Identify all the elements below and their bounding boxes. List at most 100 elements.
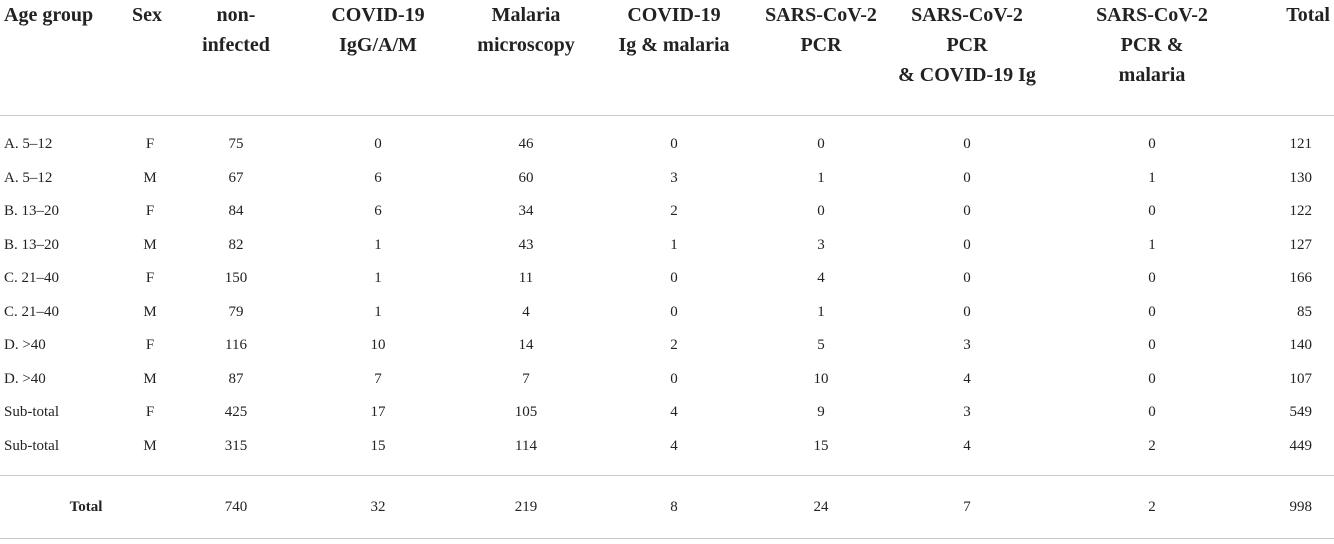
cell-sars-pcr: 0 <box>817 203 825 220</box>
cell-sex: M <box>143 169 157 186</box>
table-row: A. 5–12 M 67 6 60 3 1 0 1 130 <box>0 162 1334 196</box>
cell-malaria-microscopy: 14 <box>518 337 534 354</box>
cell-sars-pcr-covid-ig: 4 <box>963 437 971 454</box>
cell-covid-ig: 1 <box>374 236 382 253</box>
total-cell: 24 <box>752 475 890 539</box>
cell-covid-ig-malaria: 0 <box>670 303 678 320</box>
header-row: Age group Sex non- infected COVID-19 IgG… <box>0 0 1334 116</box>
total-cell: 740 <box>172 475 300 539</box>
header-malaria-microscopy: Malaria microscopy <box>456 0 596 116</box>
total-cell: 7 <box>890 475 1044 539</box>
table-body: A. 5–12 F 75 0 46 0 0 0 0 121 A. 5–12 M 67 6 60 3 1 0 1 130… <box>0 116 1334 476</box>
cell-sex: F <box>145 136 155 153</box>
table-footer: Total 740 32 219 8 24 7 2 998 <box>0 475 1334 539</box>
cell-covid-ig: 7 <box>374 370 382 387</box>
cell-sars-pcr-malaria: 0 <box>1148 270 1156 287</box>
cell-malaria-microscopy: 11 <box>518 270 534 287</box>
cell-sars-pcr: 15 <box>813 437 829 454</box>
cell-malaria-microscopy: 43 <box>518 236 534 253</box>
cell-sars-pcr-covid-ig: 0 <box>963 169 971 186</box>
cell-covid-ig-malaria: 0 <box>670 270 678 287</box>
cell-sars-pcr: 4 <box>817 270 825 287</box>
header-sars-pcr-malaria: SARS-CoV-2 PCR & malaria <box>1044 0 1260 116</box>
cell-sars-pcr: 1 <box>817 303 825 320</box>
total-cell: 32 <box>300 475 456 539</box>
cell-covid-ig-malaria: 4 <box>670 404 678 421</box>
total-cell: 8 <box>596 475 752 539</box>
cell-total: 130 <box>1289 169 1313 186</box>
header-total: Total <box>1260 0 1334 116</box>
header-sars-pcr: SARS-CoV-2 PCR <box>752 0 890 116</box>
cell-sars-pcr: 9 <box>817 404 825 421</box>
cell-age-group: D. >40 <box>4 370 46 387</box>
table-row: B. 13–20 M 82 1 43 1 3 0 1 127 <box>0 229 1334 263</box>
cell-sars-pcr-covid-ig: 0 <box>963 136 971 153</box>
cell-sex: F <box>145 337 155 354</box>
cell-sex: F <box>145 270 155 287</box>
cell-sars-pcr-covid-ig: 0 <box>963 303 971 320</box>
table-row: A. 5–12 F 75 0 46 0 0 0 0 121 <box>0 128 1334 162</box>
cell-covid-ig: 15 <box>370 437 386 454</box>
cell-sex: M <box>143 370 157 387</box>
total-cell: 219 <box>456 475 596 539</box>
total-row: Total 740 32 219 8 24 7 2 998 <box>0 475 1334 539</box>
cell-sex: F <box>145 404 155 421</box>
cell-malaria-microscopy: 7 <box>522 370 530 387</box>
cell-covid-ig-malaria: 2 <box>670 203 678 220</box>
cell-non-infected: 87 <box>228 370 244 387</box>
total-label: Total <box>0 475 172 539</box>
cell-age-group: Sub-total <box>4 437 59 454</box>
table-row: D. >40 M 87 7 7 0 10 4 0 107 <box>0 363 1334 397</box>
header-non-infected: non- infected <box>172 0 300 116</box>
cell-sars-pcr-malaria: 1 <box>1148 236 1156 253</box>
header-covid-ig-malaria: COVID-19 Ig & malaria <box>596 0 752 116</box>
cell-malaria-microscopy: 4 <box>522 303 530 320</box>
cell-covid-ig: 10 <box>370 337 386 354</box>
cell-sars-pcr-covid-ig: 0 <box>963 203 971 220</box>
cell-covid-ig: 6 <box>374 169 382 186</box>
table-row: C. 21–40 F 150 1 11 0 4 0 0 166 <box>0 262 1334 296</box>
cell-sars-pcr: 3 <box>817 236 825 253</box>
cell-non-infected: 84 <box>228 203 244 220</box>
spacer-cell <box>0 463 1334 476</box>
table-header: Age group Sex non- infected COVID-19 IgG… <box>0 0 1334 116</box>
cell-sars-pcr-malaria: 0 <box>1148 337 1156 354</box>
cell-malaria-microscopy: 34 <box>518 203 534 220</box>
cell-sars-pcr: 1 <box>817 169 825 186</box>
cell-covid-ig-malaria: 1 <box>670 236 678 253</box>
header-covid-ig: COVID-19 IgG/A/M <box>300 0 456 116</box>
cell-age-group: A. 5–12 <box>4 169 53 186</box>
cell-sars-pcr-covid-ig: 4 <box>963 370 971 387</box>
cell-covid-ig: 0 <box>374 136 382 153</box>
table-row: C. 21–40 M 79 1 4 0 1 0 0 85 <box>0 296 1334 330</box>
cell-non-infected: 82 <box>228 236 244 253</box>
cell-sex: M <box>143 236 157 253</box>
cell-non-infected: 150 <box>224 270 248 287</box>
cell-sars-pcr-covid-ig: 0 <box>963 236 971 253</box>
cell-non-infected: 79 <box>228 303 244 320</box>
cell-sars-pcr-malaria: 0 <box>1148 404 1156 421</box>
cell-age-group: B. 13–20 <box>4 236 60 253</box>
cell-sars-pcr-covid-ig: 3 <box>963 337 971 354</box>
table-row: B. 13–20 F 84 6 34 2 0 0 0 122 <box>0 195 1334 229</box>
header-age-group: Age group <box>0 0 128 116</box>
total-cell: 998 <box>1260 475 1334 539</box>
cell-covid-ig: 17 <box>370 404 386 421</box>
cell-age-group: B. 13–20 <box>4 203 60 220</box>
cell-covid-ig-malaria: 0 <box>670 370 678 387</box>
table-row: Sub-total F 425 17 105 4 9 3 0 549 <box>0 396 1334 430</box>
table-row: Sub-total M 315 15 114 4 15 4 2 449 <box>0 430 1334 464</box>
cell-covid-ig-malaria: 0 <box>670 136 678 153</box>
cell-total: 449 <box>1289 437 1313 454</box>
cell-covid-ig: 6 <box>374 203 382 220</box>
header-sex: Sex <box>128 0 172 116</box>
cell-malaria-microscopy: 105 <box>514 404 538 421</box>
cell-non-infected: 75 <box>228 136 244 153</box>
total-cell: 2 <box>1044 475 1260 539</box>
cell-sars-pcr: 10 <box>813 370 829 387</box>
cell-sars-pcr-malaria: 0 <box>1148 136 1156 153</box>
cell-age-group: C. 21–40 <box>4 303 60 320</box>
cell-total: 140 <box>1289 337 1313 354</box>
cell-sars-pcr-malaria: 0 <box>1148 303 1156 320</box>
